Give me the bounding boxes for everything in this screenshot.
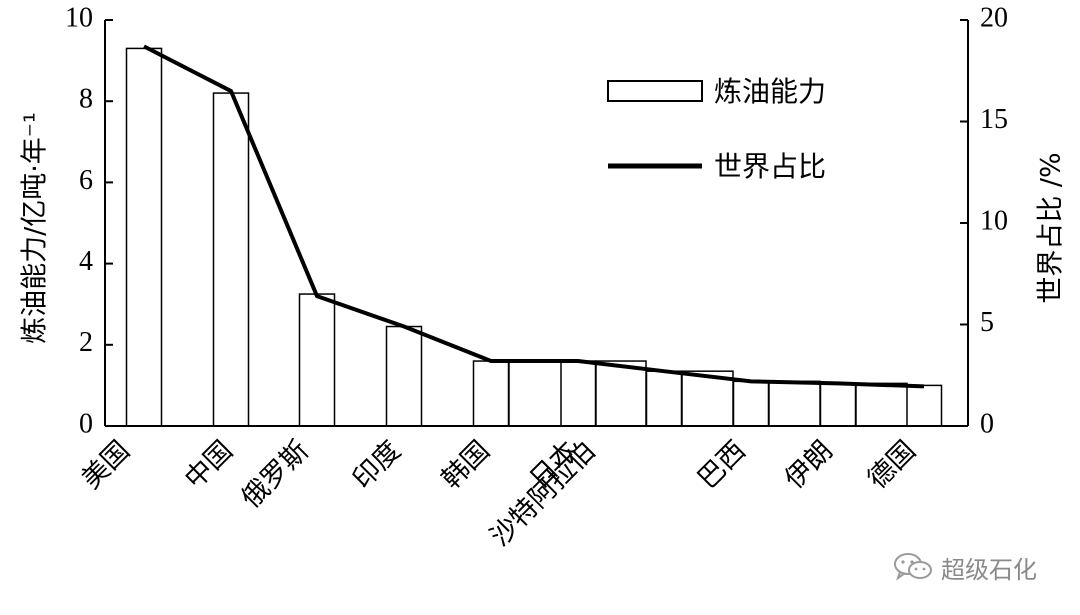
line-layer (143, 44, 925, 389)
category-label-8: 伊朗 (779, 435, 839, 495)
bar-gap-1 (595, 360, 647, 427)
right-axis-title: 世界占比 /% (1036, 152, 1067, 303)
legend-bar-label: 炼油能力 (714, 75, 826, 108)
category-label-0: 美国 (76, 435, 136, 495)
bar-7 (732, 380, 770, 427)
bar-4 (472, 360, 510, 427)
category-label-4: 韩国 (436, 435, 496, 495)
category-label-9: 德国 (862, 435, 922, 495)
left-tick-label-1: 2 (79, 327, 93, 358)
right-tick-label-1: 5 (980, 307, 994, 338)
watermark: 超级石化 (893, 550, 1037, 584)
category-label-3: 印度 (347, 435, 407, 495)
legend-bar-swatch (607, 80, 703, 102)
bar-gap-3 (768, 380, 821, 427)
category-label-7: 巴西 (692, 435, 752, 495)
bar-5 (559, 360, 597, 427)
right-tick-label-0: 0 (980, 408, 994, 439)
bar-gap-4 (855, 382, 908, 427)
bar-6 (645, 370, 683, 427)
axes-layer (104, 19, 969, 427)
right-tick-label-2: 10 (980, 205, 1008, 236)
bar-2 (298, 293, 336, 427)
right-tick-label-4: 20 (980, 2, 1008, 33)
left-axis-title: 炼油能力/亿吨·年⁻¹ (20, 112, 51, 344)
bar-gap-0 (508, 360, 562, 427)
bar-0 (125, 47, 163, 427)
category-label-2: 俄罗斯 (236, 435, 315, 514)
left-tick-label-4: 8 (79, 84, 93, 115)
bar-8 (819, 382, 857, 427)
legend: 炼油能力 世界占比 (607, 75, 826, 183)
left-tick-label-2: 4 (79, 246, 93, 277)
right-tick-label-3: 15 (980, 104, 1008, 135)
bar-3 (385, 325, 423, 427)
world-share-line (143, 44, 925, 389)
bar-9 (905, 384, 943, 427)
category-label-1: 中国 (179, 435, 239, 495)
left-tick-label-5: 10 (65, 2, 93, 33)
wechat-icon (893, 552, 933, 582)
watermark-text: 超级石化 (941, 555, 1037, 584)
bar-1 (212, 92, 250, 427)
left-tick-label-3: 6 (79, 165, 93, 196)
legend-line-label: 世界占比 (714, 150, 826, 183)
left-tick-label-0: 0 (79, 408, 93, 439)
